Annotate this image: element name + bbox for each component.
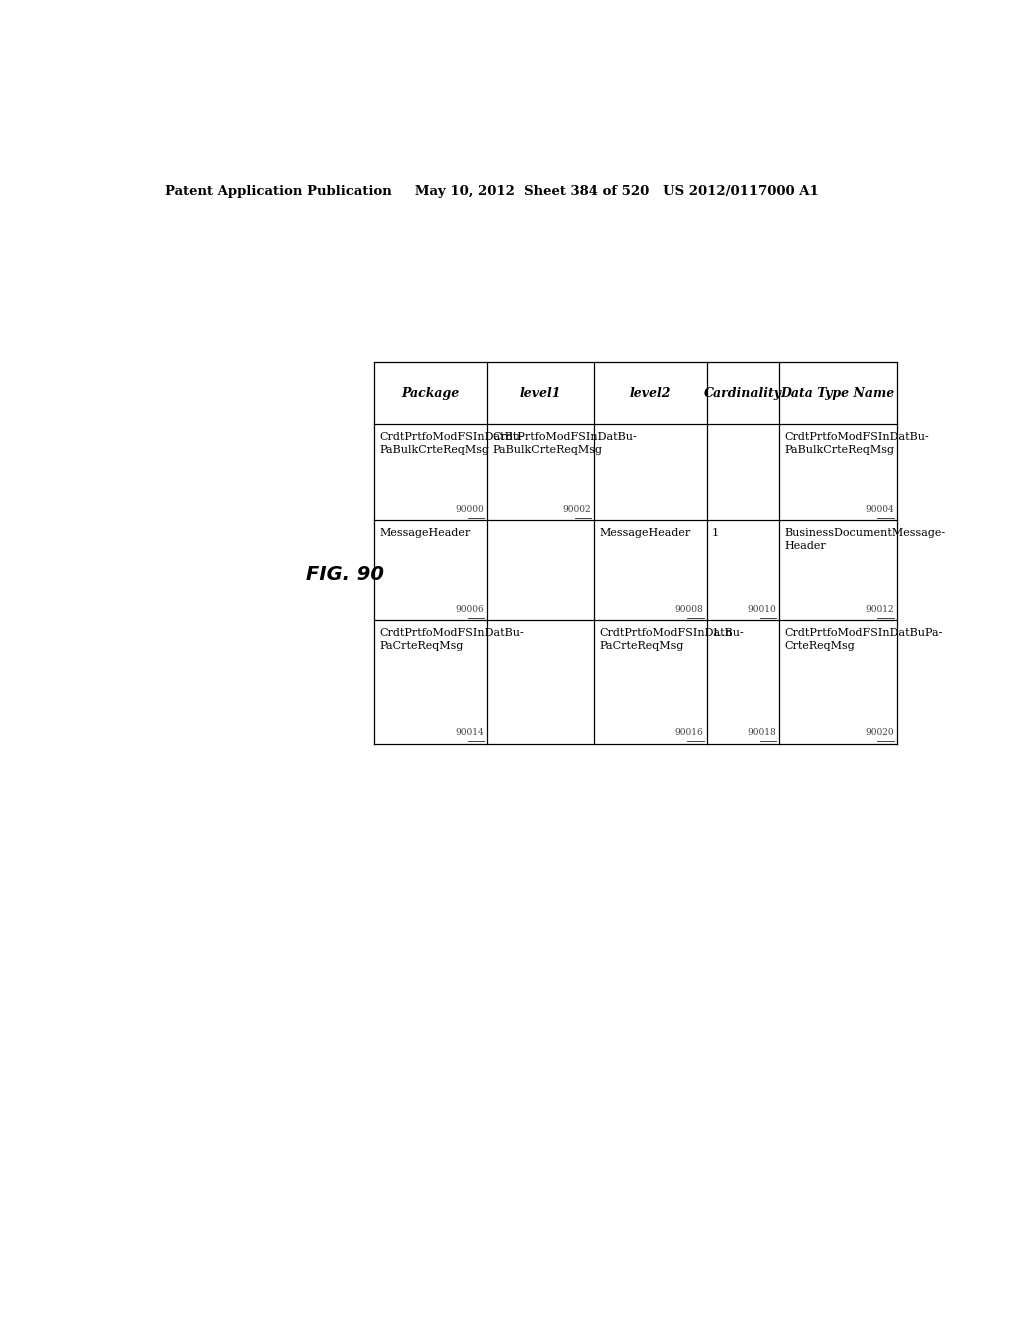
Text: 90010: 90010 xyxy=(748,606,776,614)
Text: CrdtPrtfoModFSInDatBu-
PaCrteReqMsg: CrdtPrtfoModFSInDatBu- PaCrteReqMsg xyxy=(599,628,744,651)
Text: 90006: 90006 xyxy=(455,606,484,614)
Text: CrdtPrtfoModFSInDatBu-
PaBulkCrteReqMsg: CrdtPrtfoModFSInDatBu- PaBulkCrteReqMsg xyxy=(784,432,929,454)
Text: 90004: 90004 xyxy=(865,506,894,515)
Text: 1..n: 1..n xyxy=(712,628,733,638)
Text: CrdtPrtfoModFSInDatBu-
PaBulkCrteReqMsg: CrdtPrtfoModFSInDatBu- PaBulkCrteReqMsg xyxy=(380,432,524,454)
Text: 1: 1 xyxy=(712,528,719,539)
Text: Cardinality: Cardinality xyxy=(703,387,781,400)
Text: 90002: 90002 xyxy=(562,506,591,515)
Text: CrdtPrtfoModFSInDatBuPa-
CrteReqMsg: CrdtPrtfoModFSInDatBuPa- CrteReqMsg xyxy=(784,628,943,651)
Text: 90018: 90018 xyxy=(748,729,776,738)
Text: 90008: 90008 xyxy=(675,606,703,614)
Text: 90012: 90012 xyxy=(865,606,894,614)
Text: CrdtPrtfoModFSInDatBu-
PaBulkCrteReqMsg: CrdtPrtfoModFSInDatBu- PaBulkCrteReqMsg xyxy=(493,432,637,454)
Text: 90014: 90014 xyxy=(455,729,484,738)
Text: 90020: 90020 xyxy=(865,729,894,738)
Text: MessageHeader: MessageHeader xyxy=(380,528,471,539)
Text: Package: Package xyxy=(401,387,460,400)
Text: 90000: 90000 xyxy=(455,506,484,515)
Text: level2: level2 xyxy=(630,387,671,400)
Text: Data Type Name: Data Type Name xyxy=(780,387,895,400)
Text: BusinessDocumentMessage-
Header: BusinessDocumentMessage- Header xyxy=(784,528,945,550)
Text: FIG. 90: FIG. 90 xyxy=(306,565,384,583)
Text: CrdtPrtfoModFSInDatBu-
PaCrteReqMsg: CrdtPrtfoModFSInDatBu- PaCrteReqMsg xyxy=(380,628,524,651)
Text: Patent Application Publication     May 10, 2012  Sheet 384 of 520   US 2012/0117: Patent Application Publication May 10, 2… xyxy=(165,185,819,198)
Text: MessageHeader: MessageHeader xyxy=(599,528,691,539)
Text: 90016: 90016 xyxy=(675,729,703,738)
Text: level1: level1 xyxy=(520,387,561,400)
